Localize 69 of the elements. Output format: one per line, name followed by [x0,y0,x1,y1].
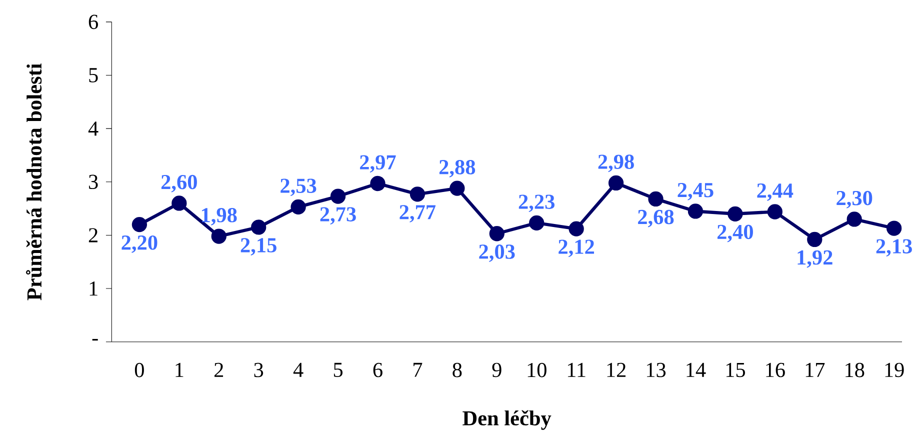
data-label: 2,53 [280,178,316,196]
point [807,232,822,248]
point [728,206,743,222]
x-axis-title: Den léčby [462,410,552,430]
point [767,204,782,220]
point [251,220,266,236]
point [529,216,544,231]
data-label: 2,23 [518,194,554,212]
x-tick-label: 1 [176,363,184,378]
x-tick-label: 4 [293,363,304,378]
y-axis-title: Průměrná hodnota bolesti [26,64,42,300]
data-label: 2,12 [558,240,594,258]
y-tick-label: 3 [89,174,98,190]
data-label: 2,15 [240,238,276,256]
x-tick-label: 14 [686,363,706,378]
x-tick-label: 17 [806,363,825,378]
x-tick-label: 0 [134,363,144,378]
point [450,180,465,196]
y-tick-label: 5 [89,68,98,83]
point [172,196,187,212]
y-tick-label: 4 [88,122,98,136]
y-tick-label: 6 [88,15,98,30]
x-tick-label: 2 [214,363,224,378]
data-label: 1,92 [798,250,832,268]
point [688,204,704,220]
x-tick-label: 11 [568,363,586,378]
x-tick-label: 15 [726,363,745,378]
data-label: 2,44 [757,184,794,202]
x-tick-label: 13 [647,363,666,378]
x-tick-label: 9 [492,363,502,378]
x-tick-label: 6 [373,363,382,378]
point [410,186,426,202]
y-tick-label: - [92,339,98,341]
y-tick-label: 1 [90,282,98,296]
data-label: 2,03 [479,244,515,262]
point [370,176,386,192]
data-label: 2,68 [638,210,674,228]
data-label: 2,30 [836,191,872,209]
point [846,212,862,228]
x-tick-label: 12 [607,363,626,378]
point [330,188,346,204]
x-tick-label: 7 [414,363,422,378]
data-label: 1,98 [202,208,237,226]
x-tick-label: 19 [885,363,904,378]
data-label: 2,77 [400,205,436,223]
x-tick-label: 3 [254,363,264,378]
data-label: 2,98 [598,154,634,172]
point [886,220,902,236]
x-tick-label: 16 [766,363,785,378]
x-tick-label: 10 [528,363,546,378]
data-label: 2,20 [122,236,158,254]
point [648,192,664,207]
data-label: 2,13 [876,239,912,257]
data-label: 2,60 [161,175,197,193]
data-label: 2,73 [320,207,356,225]
x-tick-label: 8 [452,363,462,378]
point [608,176,624,191]
data-label: 2,88 [439,160,476,178]
data-label: 2,45 [678,183,714,201]
data-label: 2,40 [717,225,753,242]
point [132,217,148,232]
x-tick-label: 5 [334,363,343,378]
point [489,226,504,242]
point [568,221,584,237]
point [211,228,226,244]
y-tick-label: 2 [88,228,98,242]
point [290,200,306,215]
x-tick-label: 18 [846,363,864,378]
data-label: 2,97 [360,155,396,173]
